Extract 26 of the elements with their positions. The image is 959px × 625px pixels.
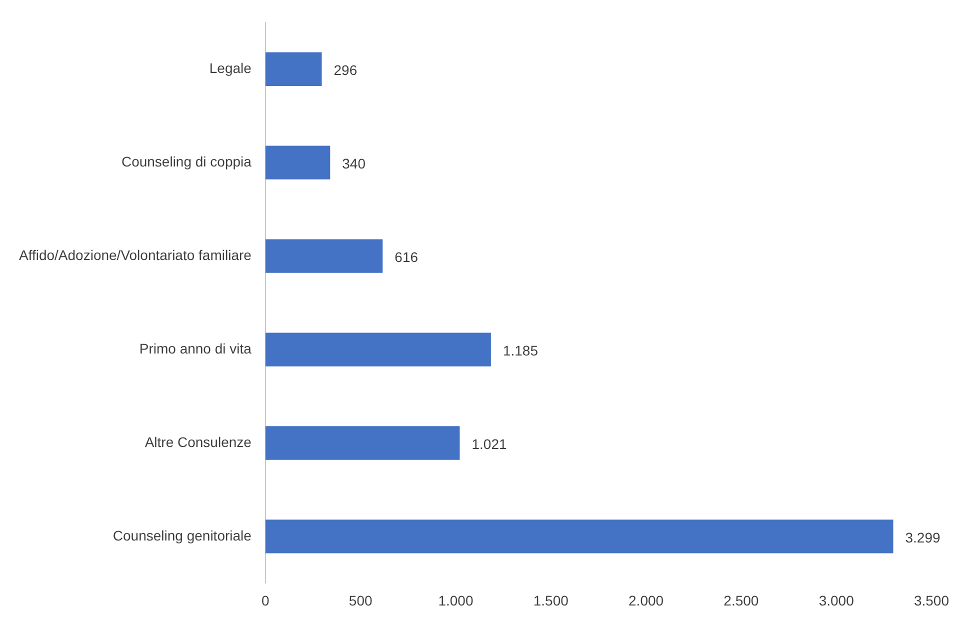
data-label: 296 xyxy=(334,62,358,78)
bar xyxy=(265,426,460,460)
bar xyxy=(265,332,491,366)
y-tick-label: Primo anno di vita xyxy=(139,340,252,356)
y-tick-label: Legale xyxy=(209,60,252,76)
x-tick-label: 500 xyxy=(348,592,372,608)
data-label: 1.185 xyxy=(502,342,538,358)
y-tick-label: Counseling genitoriale xyxy=(112,527,252,544)
x-tick-label: 0 xyxy=(262,592,270,608)
bar xyxy=(265,520,894,554)
bar xyxy=(265,146,330,180)
y-tick-label: Counseling di coppia xyxy=(121,153,252,170)
x-tick-label: 3.500 xyxy=(914,592,950,608)
x-tick-label: 2.000 xyxy=(628,592,664,608)
data-label: 616 xyxy=(394,248,418,265)
bar xyxy=(265,52,322,86)
bar xyxy=(265,239,383,273)
x-tick-label: 2.500 xyxy=(724,592,759,608)
data-label: 340 xyxy=(342,155,366,172)
y-tick-label: Affido/Adozione/Volontariato familiare xyxy=(18,246,252,263)
data-label: 1.021 xyxy=(472,436,507,452)
x-tick-label: 1.000 xyxy=(438,592,474,608)
x-tick-label: 1.500 xyxy=(533,592,569,608)
data-label: 3.299 xyxy=(905,529,940,546)
y-tick-label: Altre Consulenze xyxy=(144,434,252,450)
x-tick-label: 3.000 xyxy=(818,592,854,608)
